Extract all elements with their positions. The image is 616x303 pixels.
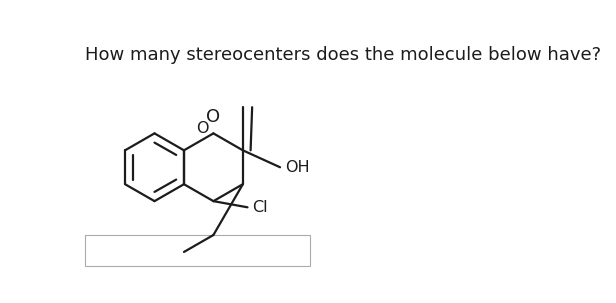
Text: How many stereocenters does the molecule below have?: How many stereocenters does the molecule… [85,45,601,64]
Text: Cl: Cl [252,200,268,215]
Text: OH: OH [285,160,309,175]
Bar [85,235,309,266]
Text: O: O [206,108,221,126]
Text: O: O [197,121,209,136]
